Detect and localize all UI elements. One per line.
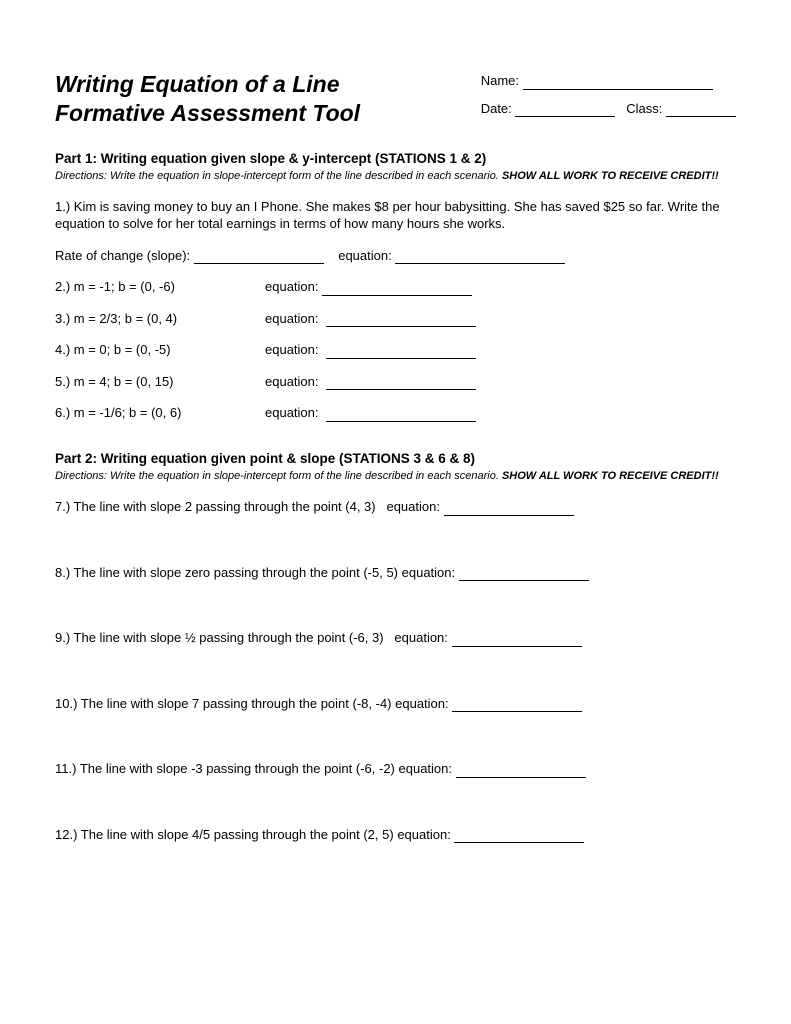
q8-eq-blank[interactable]	[459, 580, 589, 581]
q5-rhs: equation:	[265, 373, 476, 391]
date-blank[interactable]	[515, 116, 615, 117]
q11-text: 11.) The line with slope -3 passing thro…	[55, 761, 395, 776]
name-line: Name:	[481, 72, 736, 90]
q7-text: 7.) The line with slope 2 passing throug…	[55, 499, 376, 514]
title-block: Writing Equation of a Line Formative Ass…	[55, 70, 360, 128]
question-5: 5.) m = 4; b = (0, 15) equation:	[55, 373, 736, 391]
q6-eq-label: equation:	[265, 405, 319, 420]
worksheet-page: Writing Equation of a Line Formative Ass…	[0, 0, 791, 1024]
q6-eq-blank[interactable]	[326, 421, 476, 422]
q5-lhs: 5.) m = 4; b = (0, 15)	[55, 373, 265, 391]
q8-eq-label: equation:	[402, 565, 456, 580]
part1-directions: Directions: Write the equation in slope-…	[55, 169, 736, 184]
q6-rhs: equation:	[265, 404, 476, 422]
q7-eq-blank[interactable]	[444, 515, 574, 516]
name-label: Name:	[481, 73, 519, 88]
q12-eq-label: equation:	[397, 827, 451, 842]
q4-eq-blank[interactable]	[326, 358, 476, 359]
title-line-2: Formative Assessment Tool	[55, 99, 360, 128]
question-8: 8.) The line with slope zero passing thr…	[55, 564, 736, 582]
question-3: 3.) m = 2/3; b = (0, 4) equation:	[55, 310, 736, 328]
q5-eq-label: equation:	[265, 374, 319, 389]
header-row: Writing Equation of a Line Formative Ass…	[55, 70, 736, 128]
q7-eq-label: equation:	[386, 499, 440, 514]
part2-directions-text: Directions: Write the equation in slope-…	[55, 470, 502, 482]
title-line-1: Writing Equation of a Line	[55, 70, 360, 99]
q2-eq-label: equation:	[265, 279, 319, 294]
question-1: 1.) Kim is saving money to buy an I Phon…	[55, 198, 736, 233]
q3-rhs: equation:	[265, 310, 476, 328]
part1-directions-emph: SHOW ALL WORK TO RECEIVE CREDIT!!	[502, 170, 719, 182]
q9-text: 9.) The line with slope ½ passing throug…	[55, 630, 384, 645]
date-class-line: Date: Class:	[481, 100, 736, 118]
q2-lhs: 2.) m = -1; b = (0, -6)	[55, 278, 265, 296]
q1-eq-label: equation:	[338, 248, 392, 263]
q10-text: 10.) The line with slope 7 passing throu…	[55, 696, 392, 711]
q12-text: 12.) The line with slope 4/5 passing thr…	[55, 827, 394, 842]
class-blank[interactable]	[666, 116, 736, 117]
question-2: 2.) m = -1; b = (0, -6) equation:	[55, 278, 736, 296]
q12-eq-blank[interactable]	[454, 842, 584, 843]
q1-rate-label: Rate of change (slope):	[55, 248, 190, 263]
q3-eq-blank[interactable]	[326, 326, 476, 327]
q6-lhs: 6.) m = -1/6; b = (0, 6)	[55, 404, 265, 422]
q5-eq-blank[interactable]	[326, 389, 476, 390]
part2-directions-emph: SHOW ALL WORK TO RECEIVE CREDIT!!	[502, 470, 719, 482]
part2-heading: Part 2: Writing equation given point & s…	[55, 450, 736, 468]
question-4: 4.) m = 0; b = (0, -5) equation:	[55, 341, 736, 359]
question-1-answer-row: Rate of change (slope): equation:	[55, 247, 736, 265]
q4-eq-label: equation:	[265, 342, 319, 357]
meta-block: Name: Date: Class:	[481, 70, 736, 127]
q9-eq-label: equation:	[394, 630, 448, 645]
q11-eq-blank[interactable]	[456, 777, 586, 778]
class-label: Class:	[626, 101, 662, 116]
question-9: 9.) The line with slope ½ passing throug…	[55, 629, 736, 647]
q11-eq-label: equation:	[399, 761, 453, 776]
date-label: Date:	[481, 101, 512, 116]
q2-rhs: equation:	[265, 278, 472, 296]
question-12: 12.) The line with slope 4/5 passing thr…	[55, 826, 736, 844]
q3-eq-label: equation:	[265, 311, 319, 326]
q10-eq-blank[interactable]	[452, 711, 582, 712]
part1-directions-text: Directions: Write the equation in slope-…	[55, 170, 502, 182]
q1-eq-blank[interactable]	[395, 263, 565, 264]
q9-eq-blank[interactable]	[452, 646, 582, 647]
q4-rhs: equation:	[265, 341, 476, 359]
question-7: 7.) The line with slope 2 passing throug…	[55, 498, 736, 516]
q2-eq-blank[interactable]	[322, 295, 472, 296]
q4-lhs: 4.) m = 0; b = (0, -5)	[55, 341, 265, 359]
part2-directions: Directions: Write the equation in slope-…	[55, 469, 736, 484]
part1-heading: Part 1: Writing equation given slope & y…	[55, 150, 736, 168]
name-blank[interactable]	[523, 89, 713, 90]
q1-rate-blank[interactable]	[194, 263, 324, 264]
question-10: 10.) The line with slope 7 passing throu…	[55, 695, 736, 713]
question-11: 11.) The line with slope -3 passing thro…	[55, 760, 736, 778]
q3-lhs: 3.) m = 2/3; b = (0, 4)	[55, 310, 265, 328]
q8-text: 8.) The line with slope zero passing thr…	[55, 565, 398, 580]
question-6: 6.) m = -1/6; b = (0, 6) equation:	[55, 404, 736, 422]
q10-eq-label: equation:	[395, 696, 449, 711]
